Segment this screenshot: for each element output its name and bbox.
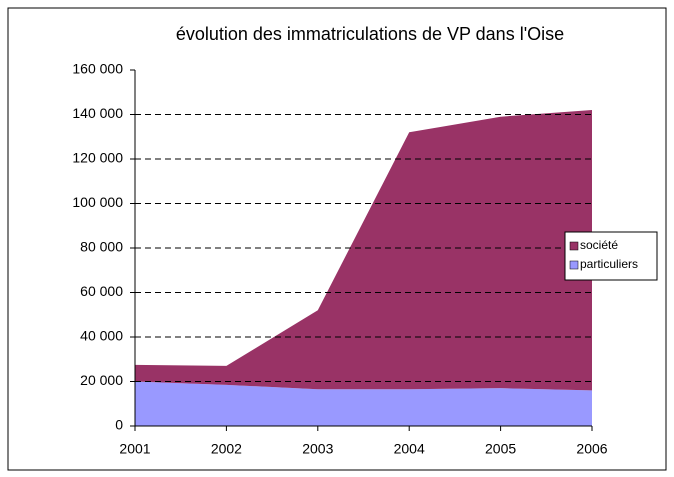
y-tick-label: 60 000	[80, 283, 123, 299]
y-tick-label: 160 000	[72, 61, 123, 77]
y-tick-label: 140 000	[72, 105, 123, 121]
x-tick-label: 2002	[211, 441, 242, 457]
y-tick-label: 80 000	[80, 239, 123, 255]
y-tick-label: 120 000	[72, 150, 123, 166]
x-tick-label: 2003	[302, 441, 333, 457]
x-tick-label: 2005	[485, 441, 516, 457]
chart-title: évolution des immatriculations de VP dan…	[176, 24, 564, 44]
legend-label: particuliers	[580, 257, 638, 271]
legend-swatch	[569, 241, 579, 251]
x-tick-label: 2001	[119, 441, 150, 457]
y-tick-label: 0	[115, 417, 123, 433]
legend-label: société	[580, 238, 618, 252]
x-tick-label: 2006	[576, 441, 607, 457]
x-tick-label: 2004	[394, 441, 425, 457]
area	[135, 381, 592, 426]
y-tick-label: 100 000	[72, 194, 123, 210]
y-tick-label: 40 000	[80, 328, 123, 344]
y-tick-label: 20 000	[80, 372, 123, 388]
area	[135, 110, 592, 391]
legend-box	[564, 231, 658, 281]
legend-swatch	[569, 260, 579, 270]
